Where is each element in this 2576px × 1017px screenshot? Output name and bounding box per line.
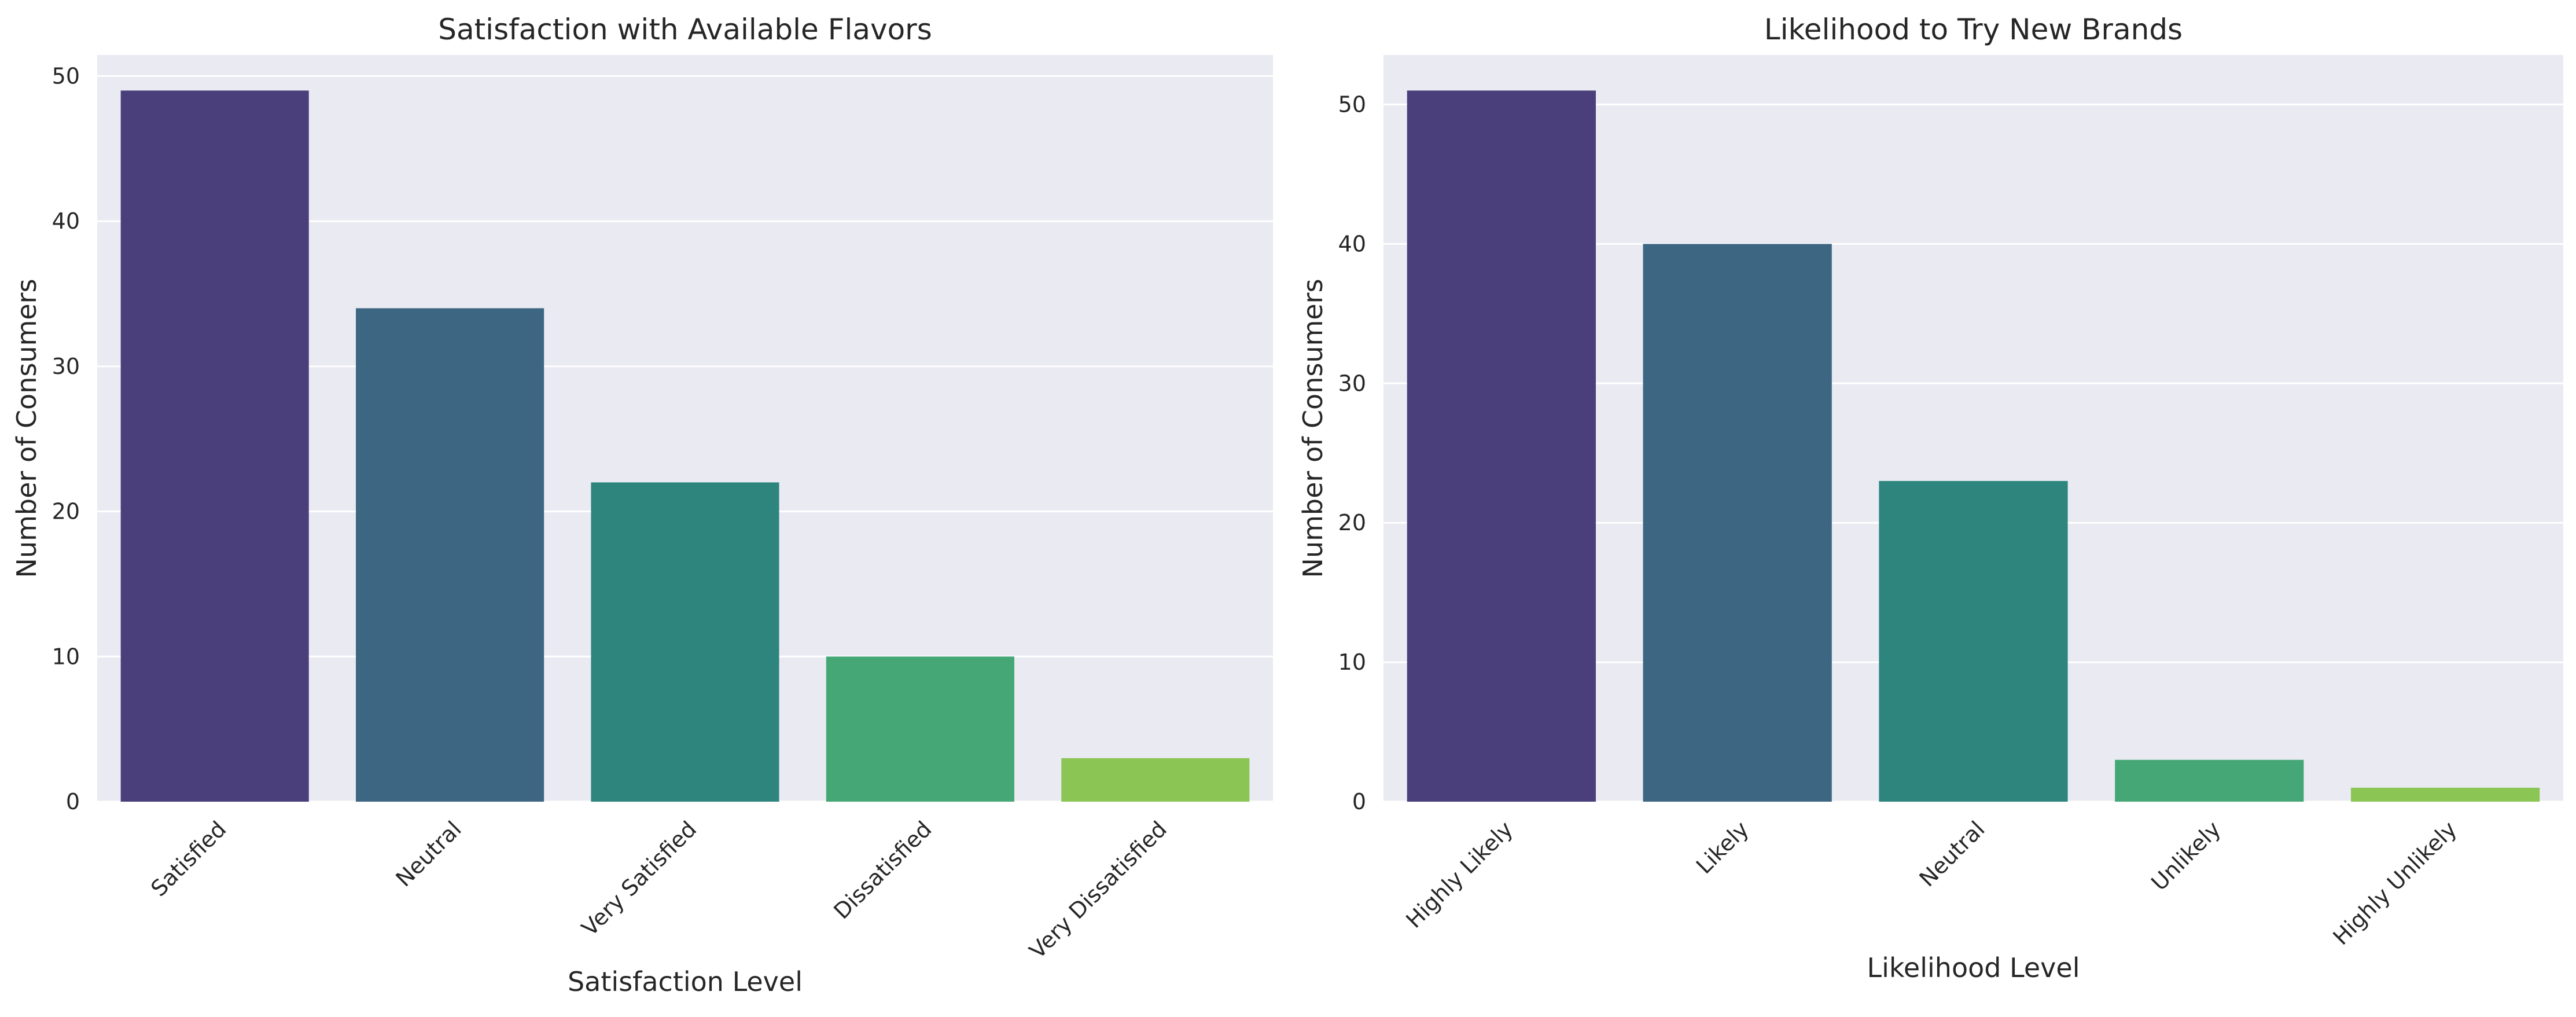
y-tick-label: 30 (1338, 370, 1366, 396)
x-tick-label: Satisfied (146, 816, 231, 901)
y-tick-label: 30 (52, 354, 80, 379)
x-tick-label: Very Dissatisfied (1024, 816, 1172, 964)
bars (120, 90, 1250, 802)
bar (1407, 90, 1596, 802)
bar (120, 90, 309, 802)
y-tick-label: 40 (52, 208, 80, 234)
y-axis-label: Number of Consumers (1297, 279, 1329, 578)
bar (1061, 758, 1250, 802)
y-tick-label: 10 (1338, 649, 1366, 675)
x-tick-label: Unlikely (2146, 816, 2225, 895)
chart-panel-satisfaction: 0 10 20 30 40 50 Satisfied Neutral Very Satisfi… (11, 13, 1273, 997)
x-tick-labels: Satisfied Neutral Very Satisfied Dissatisfi… (146, 816, 1172, 964)
y-tick-label: 0 (66, 789, 80, 814)
bar (1643, 244, 1832, 802)
x-axis-label: Satisfaction Level (568, 966, 803, 997)
y-axis-label: Number of Consumers (11, 279, 42, 578)
x-tick-labels: Highly Likely Likely Neutral Unlikely Highly… (1401, 816, 2461, 950)
x-tick-label: Neutral (391, 816, 466, 891)
x-axis-label: Likelihood Level (1867, 952, 2080, 983)
bars (1407, 90, 2540, 802)
y-tick-label: 20 (52, 499, 80, 524)
bar (2115, 759, 2304, 802)
bar (2350, 787, 2540, 802)
x-tick-label: Neutral (1914, 816, 1989, 891)
bar (591, 482, 779, 802)
bar (1879, 480, 2068, 802)
y-tick-labels: 0 10 20 30 40 50 (1338, 92, 1366, 814)
x-tick-label: Dissatisfied (829, 816, 936, 924)
y-tick-label: 10 (52, 644, 80, 669)
bar (356, 308, 544, 802)
chart-title: Satisfaction with Available Flavors (438, 13, 932, 46)
y-tick-label: 40 (1338, 231, 1366, 256)
chart-panel-likelihood: 0 10 20 30 40 50 Highly Likely Likely Neutral Un… (1297, 13, 2563, 983)
bar (826, 656, 1014, 802)
x-tick-label: Likely (1691, 816, 1754, 879)
y-tick-labels: 0 10 20 30 40 50 (52, 63, 80, 814)
x-tick-label: Very Satisfied (577, 816, 701, 941)
x-tick-label: Highly Unlikely (2328, 816, 2461, 950)
chart-title: Likelihood to Try New Brands (1764, 13, 2183, 46)
y-tick-label: 0 (1352, 789, 1366, 814)
x-tick-label: Highly Likely (1401, 816, 1518, 933)
y-tick-label: 50 (1338, 92, 1366, 118)
y-tick-label: 20 (1338, 510, 1366, 535)
y-tick-label: 50 (52, 63, 80, 89)
